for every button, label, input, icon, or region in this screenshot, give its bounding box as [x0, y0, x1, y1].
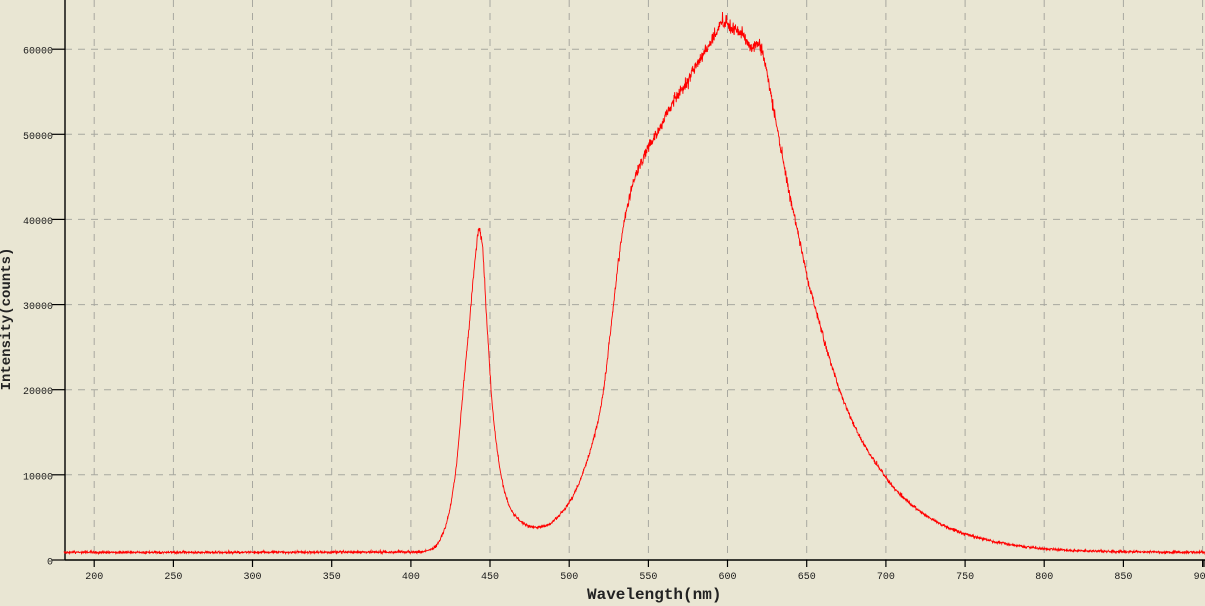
svg-text:450: 450	[481, 572, 499, 583]
svg-text:350: 350	[323, 572, 341, 583]
svg-text:400: 400	[402, 572, 420, 583]
svg-text:550: 550	[639, 572, 657, 583]
svg-text:10000: 10000	[23, 472, 53, 483]
svg-text:800: 800	[1035, 572, 1053, 583]
svg-text:40000: 40000	[23, 217, 53, 228]
svg-text:600: 600	[718, 572, 736, 583]
svg-text:850: 850	[1114, 572, 1132, 583]
svg-text:750: 750	[956, 572, 974, 583]
svg-text:0: 0	[47, 558, 53, 569]
svg-text:60000: 60000	[23, 47, 53, 58]
svg-text:900: 900	[1194, 572, 1205, 583]
svg-text:500: 500	[560, 572, 578, 583]
svg-text:650: 650	[798, 572, 816, 583]
svg-text:30000: 30000	[23, 302, 53, 313]
svg-text:700: 700	[877, 572, 895, 583]
svg-text:300: 300	[243, 572, 261, 583]
svg-text:250: 250	[164, 572, 182, 583]
svg-text:50000: 50000	[23, 132, 53, 143]
svg-text:200: 200	[85, 572, 103, 583]
svg-text:20000: 20000	[23, 387, 53, 398]
